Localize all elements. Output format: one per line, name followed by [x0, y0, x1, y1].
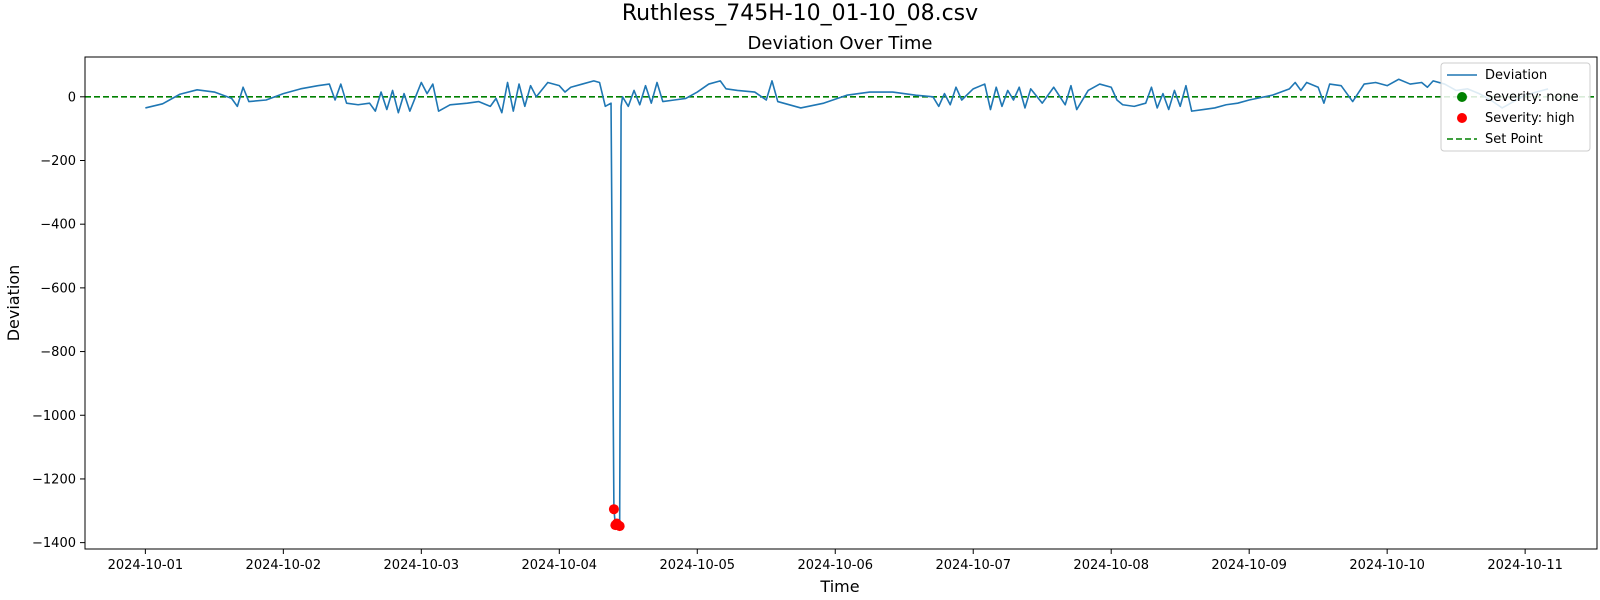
y-tick-label-3: −600 — [40, 281, 76, 296]
y-axis-label: Deviation — [4, 265, 23, 342]
x-tick-label-5: 2024-10-06 — [797, 558, 873, 573]
y-tick-label-1: −200 — [40, 154, 76, 169]
legend-label-deviation: Deviation — [1485, 68, 1547, 83]
legend: Deviation Severity: none Severity: high … — [1440, 62, 1591, 152]
x-axis: 2024-10-01 2024-10-02 2024-10-03 2024-10-04… — [108, 549, 1563, 573]
y-tick-label-7: −1400 — [32, 536, 76, 551]
severity-marker-layer — [608, 504, 625, 532]
x-tick-label-8: 2024-10-09 — [1211, 558, 1287, 573]
x-tick-label-0: 2024-10-01 — [108, 558, 184, 573]
plot-area — [85, 57, 1597, 549]
y-tick-label-6: −1200 — [32, 472, 76, 487]
x-tick-label-2: 2024-10-03 — [384, 558, 460, 573]
x-tick-label-6: 2024-10-07 — [935, 558, 1011, 573]
x-tick-label-10: 2024-10-11 — [1487, 558, 1563, 573]
legend-label-severity-none: Severity: none — [1485, 90, 1579, 105]
y-tick-label-4: −800 — [40, 345, 76, 360]
legend-label-setpoint: Set Point — [1485, 132, 1543, 147]
x-tick-label-4: 2024-10-05 — [659, 558, 735, 573]
severity-point-2-4 — [614, 521, 625, 532]
y-tick-label-2: −400 — [40, 218, 76, 233]
x-tick-label-7: 2024-10-08 — [1073, 558, 1149, 573]
x-axis-label: Time — [819, 577, 859, 596]
legend-severity-high-marker — [1457, 113, 1467, 123]
x-tick-label-9: 2024-10-10 — [1349, 558, 1425, 573]
deviation-series-line — [145, 78, 1549, 527]
plot-frame — [84, 56, 1598, 550]
x-tick-label-3: 2024-10-04 — [522, 558, 598, 573]
figure-suptitle: Ruthless_745H-10_01-10_08.csv — [622, 1, 978, 26]
chart-title: Deviation Over Time — [748, 33, 933, 54]
y-axis: 0 −200 −400 −600 −800 −1000 −1200 −1400 — [32, 90, 85, 551]
deviation-line-layer — [145, 78, 1549, 527]
y-tick-label-5: −1000 — [32, 409, 76, 424]
legend-box — [1440, 62, 1591, 152]
legend-severity-none-marker — [1457, 92, 1467, 102]
severity-point-2-0 — [608, 504, 619, 515]
x-tick-label-1: 2024-10-02 — [246, 558, 322, 573]
y-tick-label-0: 0 — [68, 90, 76, 105]
legend-label-severity-high: Severity: high — [1485, 111, 1575, 126]
